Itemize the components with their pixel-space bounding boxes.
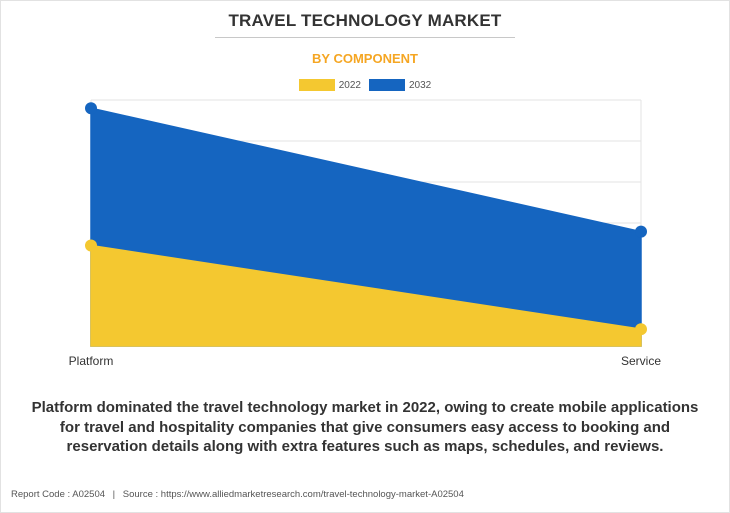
report-code: Report Code : A02504	[11, 489, 106, 500]
legend-swatch-2032	[369, 79, 405, 91]
chart-title: TRAVEL TECHNOLOGY MARKET	[228, 11, 502, 30]
x-tick-label-platform: Platform	[69, 354, 114, 368]
chart-subtitle: BY COMPONENT	[312, 51, 418, 66]
legend-swatch-2022	[298, 79, 335, 91]
area-series	[90, 107, 642, 347]
legend-item-2022[interactable]: 2022	[298, 79, 361, 91]
title-divider	[215, 37, 515, 38]
legend-label-2022: 2022	[338, 79, 361, 91]
x-tick-label-service: Service	[621, 354, 661, 368]
x-axis-ticks: Platform Service	[69, 354, 662, 368]
chart-description: Platform dominated the travel technology…	[31, 399, 699, 455]
data-points	[85, 102, 647, 336]
legend-label-2032: 2032	[409, 79, 432, 91]
footer-separator: |	[112, 489, 116, 500]
footer: Report Code : A02504 | Source : https://…	[11, 489, 464, 500]
data-point-2032-service	[635, 225, 647, 238]
source-link[interactable]: Source : https://www.alliedmarketresearc…	[122, 489, 464, 500]
data-point-2022-service	[635, 323, 647, 336]
legend: 2022 2032	[0, 79, 730, 91]
data-point-2022-platform	[85, 239, 97, 252]
legend-item-2032[interactable]: 2032	[369, 79, 431, 91]
data-point-2032-platform	[85, 102, 97, 115]
area-chart: Platform Service	[69, 99, 662, 368]
